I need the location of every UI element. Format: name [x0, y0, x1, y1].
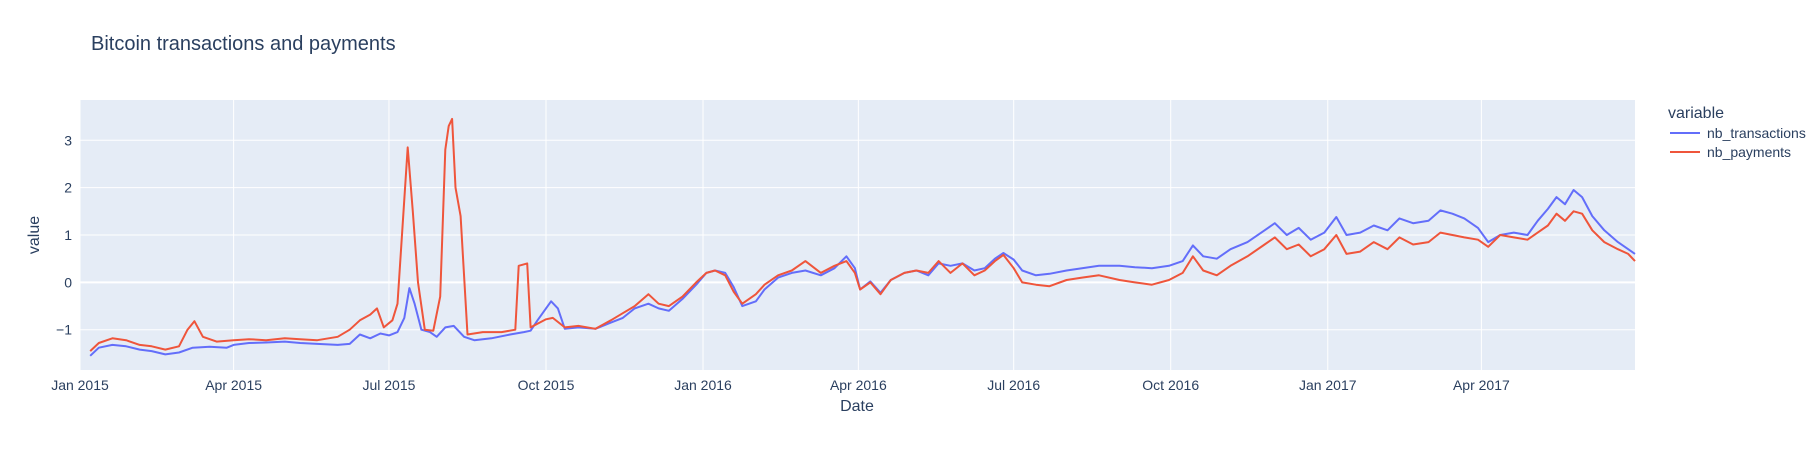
x-tick-label: Apr 2017	[1453, 377, 1510, 393]
x-tick-labels: Jan 2015 Apr 2015 Jul 2015 Oct 2015 Jan 2016…	[51, 377, 1510, 393]
series-line-nb_transactions[interactable]	[89, 189, 1636, 357]
legend-item-nb_payments[interactable]: nb_payments	[1670, 144, 1791, 160]
x-tick-label: Jul 2015	[362, 377, 415, 393]
legend-label: nb_payments	[1707, 144, 1791, 160]
legend-label: nb_transactions	[1707, 125, 1806, 141]
y-tick-label: 0	[64, 274, 72, 290]
series-lines	[89, 117, 1636, 357]
x-tick-label: Apr 2015	[205, 377, 262, 393]
y-tick-label: 2	[64, 180, 72, 196]
legend[interactable]: variable nb_transactions nb_payments	[1668, 105, 1806, 160]
legend-title: variable	[1668, 105, 1724, 122]
x-tick-label: Jan 2015	[51, 377, 109, 393]
y-tick-label: −1	[56, 322, 72, 338]
x-axis-title: Date	[840, 398, 874, 415]
y-axis-title: value	[26, 216, 43, 254]
y-tick-label: 1	[64, 227, 72, 243]
x-tick-label: Apr 2016	[830, 377, 887, 393]
x-tick-label: Oct 2015	[518, 377, 575, 393]
legend-item-nb_transactions[interactable]: nb_transactions	[1670, 125, 1806, 141]
gridlines	[79, 100, 1635, 370]
y-tick-labels: −1 0 1 2 3	[56, 132, 72, 337]
x-tick-label: Oct 2016	[1142, 377, 1199, 393]
x-tick-label: Jul 2016	[987, 377, 1040, 393]
chart-title: Bitcoin transactions and payments	[91, 33, 396, 55]
y-tick-label: 3	[64, 132, 72, 148]
x-tick-label: Jan 2017	[1299, 377, 1357, 393]
series-line-nb_payments[interactable]	[89, 117, 1636, 352]
x-tick-label: Jan 2016	[674, 377, 732, 393]
